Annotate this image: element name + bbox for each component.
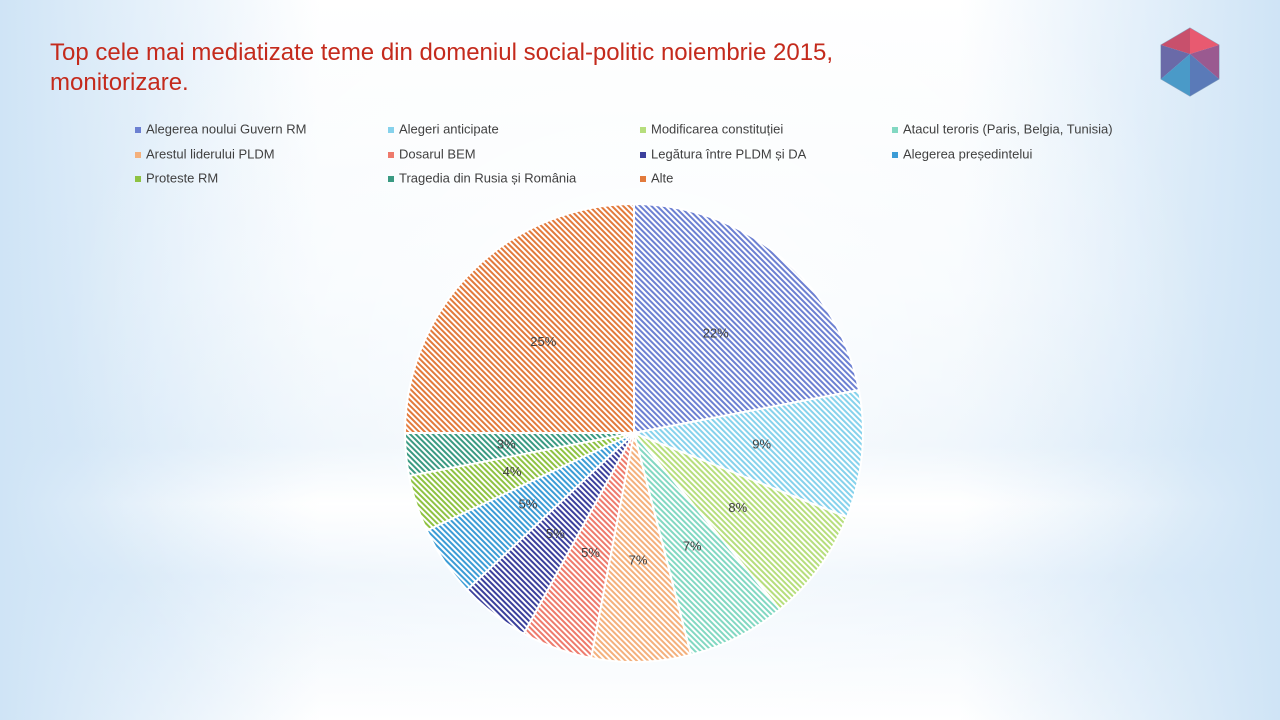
legend-label: Alegerea președintelui xyxy=(903,146,1032,161)
legend-swatch xyxy=(388,176,394,182)
legend-label: Alegerea noului Guvern RM xyxy=(146,121,306,136)
data-label: 5% xyxy=(519,497,538,512)
data-label: 9% xyxy=(752,437,771,452)
legend-label: Proteste RM xyxy=(146,170,218,185)
legend-swatch xyxy=(640,127,646,133)
pie-slice xyxy=(633,202,861,435)
legend-label: Atacul teroris (Paris, Belgia, Tunisia) xyxy=(903,121,1113,136)
logo xyxy=(1160,27,1220,97)
legend-label: Modificarea constituției xyxy=(651,121,783,136)
data-label: 8% xyxy=(728,500,747,515)
legend-label: Dosarul BEM xyxy=(399,146,476,161)
legend-swatch xyxy=(640,152,646,158)
data-label: 3% xyxy=(497,437,516,452)
data-label: 22% xyxy=(703,326,729,341)
legend-swatch xyxy=(388,152,394,158)
legend-swatch xyxy=(640,176,646,182)
legend-swatch xyxy=(135,176,141,182)
pie-slice xyxy=(633,432,849,611)
legend-swatch xyxy=(135,127,141,133)
data-label: 5% xyxy=(546,526,565,541)
data-label: 25% xyxy=(530,334,556,349)
data-label: 4% xyxy=(503,464,522,479)
legend-swatch xyxy=(892,152,898,158)
legend-label: Alte xyxy=(651,170,673,185)
data-label: 7% xyxy=(629,553,648,568)
legend-label: Alegeri anticipate xyxy=(399,121,499,136)
pie-slice xyxy=(403,202,635,434)
legend-label: Arestul liderului PLDM xyxy=(146,146,275,161)
legend-label: Legătura între PLDM și DA xyxy=(651,146,807,161)
data-label: 7% xyxy=(683,539,702,554)
chart-title: Top cele mai mediatizate teme din domeni… xyxy=(50,39,834,96)
legend-swatch xyxy=(388,127,394,133)
pie-slice xyxy=(630,388,864,519)
legend-label: Tragedia din Rusia și România xyxy=(399,170,577,185)
data-label: 5% xyxy=(581,545,600,560)
legend-swatch xyxy=(892,127,898,133)
legend-swatch xyxy=(135,152,141,158)
